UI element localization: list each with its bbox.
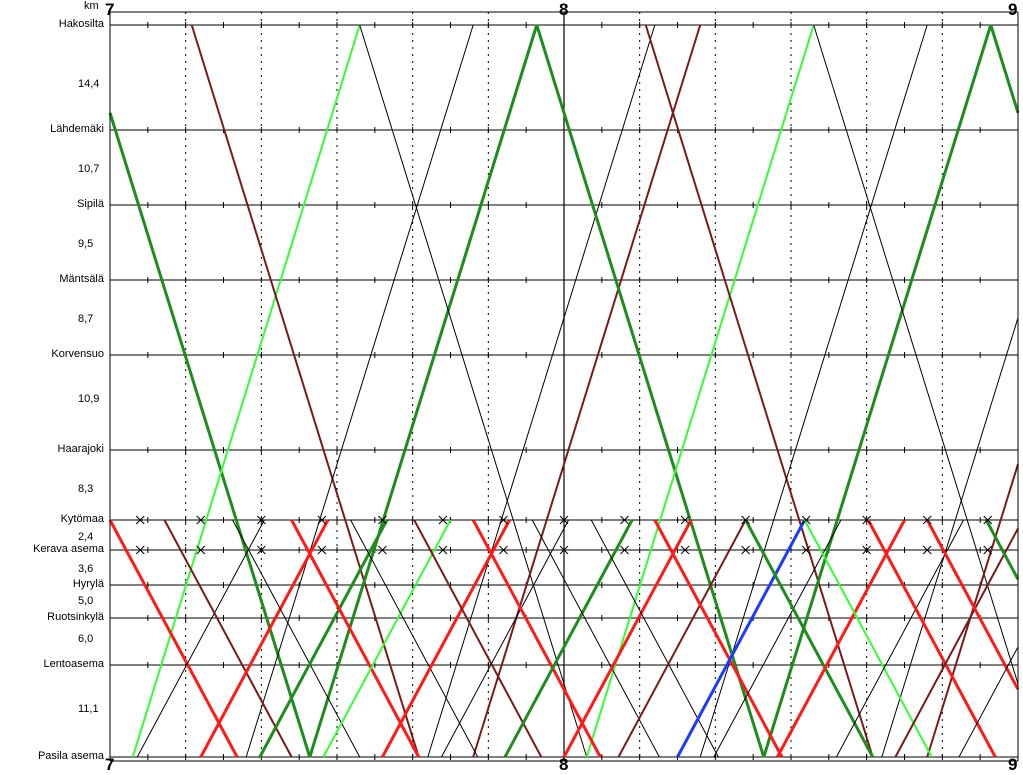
plot-area [0,0,1023,769]
train-graph: km Hakosilta14,4Lähdemäki10,7Sipilä9,5Mä… [0,0,1023,769]
